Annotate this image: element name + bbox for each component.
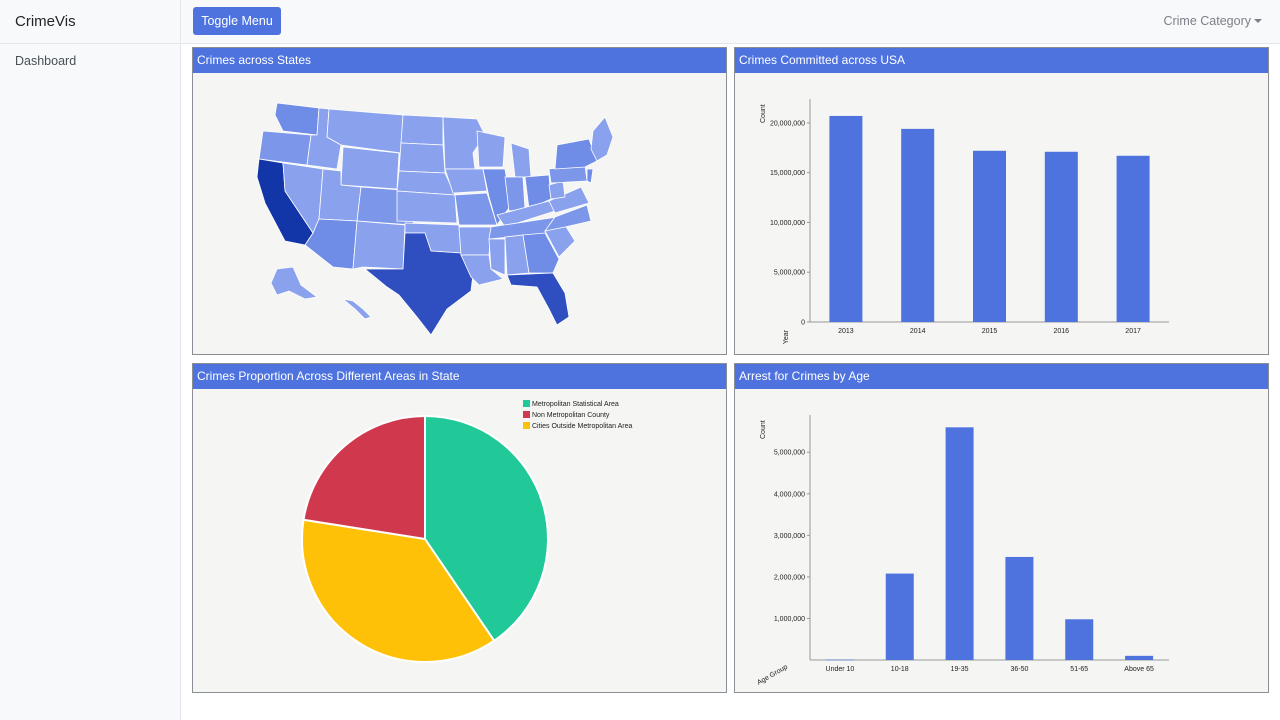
pie-slice (301, 518, 496, 663)
map-state-texas (363, 232, 476, 336)
yearly-y-tick-label: 15,000,000 (770, 170, 805, 177)
age-bar (885, 573, 914, 660)
sidebar-item-dashboard[interactable]: Dashboard (15, 54, 77, 68)
brand-title[interactable]: CrimeVis (0, 0, 180, 44)
map-state-michigan (510, 142, 532, 178)
map-state-virginia (548, 186, 590, 214)
yearly-crimes-bar-chart: 0 5,000,000 10,000,000 15,000,000 20,000,000… (760, 99, 1169, 344)
pie-legend-label: Metropolitan Statistical Area (532, 401, 619, 408)
age-arrests-panel-title: Arrest for Crimes by Age (735, 364, 1268, 389)
yearly-y-tick-label: 20,000,000 (770, 120, 805, 127)
age-x-tick-label: 51-65 (1070, 666, 1088, 673)
map-state-kansas (396, 190, 458, 224)
pie-slice (424, 414, 549, 643)
pie-legend-swatch (523, 411, 530, 418)
map-state-hawaii (342, 298, 372, 320)
age-arrests-bar-chart: 1,000,000 2,000,000 3,000,000 4,000,000 5,00… (756, 415, 1169, 687)
age-bar (945, 427, 974, 660)
age-x-tick-label: 36-50 (1010, 666, 1028, 673)
map-state-louisiana (460, 254, 504, 286)
map-state-north-carolina (544, 204, 592, 232)
crime-category-dropdown[interactable]: Crime Category (1163, 14, 1262, 28)
age-y-tick-label: 2,000,000 (774, 574, 805, 581)
map-state-north-dakota (400, 114, 444, 146)
yearly-crimes-panel: Crimes Committed across USA 0 5,000,000 10… (734, 47, 1269, 355)
yearly-y-axis-label: Count (760, 104, 767, 123)
yearly-x-tick-label: 2016 (1054, 328, 1070, 335)
map-state-arkansas (458, 226, 492, 256)
sidebar: CrimeVis Dashboard (0, 0, 181, 720)
age-x-tick-label: 10-18 (891, 666, 909, 673)
yearly-bar (1044, 151, 1078, 322)
map-state-alaska (270, 266, 318, 300)
area-proportion-panel-title: Crimes Proportion Across Different Areas… (193, 364, 726, 389)
yearly-x-tick-label: 2013 (838, 328, 854, 335)
pie-slice (302, 414, 426, 541)
map-state-west-virginia (548, 180, 566, 200)
yearly-x-tick-label: 2014 (910, 328, 926, 335)
age-bar (1005, 556, 1034, 660)
toggle-menu-button[interactable]: Toggle Menu (193, 7, 281, 35)
map-state-mississippi (488, 238, 506, 276)
yearly-y-tick-label: 0 (801, 320, 805, 327)
yearly-bar (973, 150, 1006, 322)
map-state-iowa (444, 168, 488, 194)
yearly-x-tick-label: 2015 (982, 328, 998, 335)
yearly-x-axis-label: Year (783, 329, 790, 344)
crime-category-label: Crime Category (1163, 14, 1251, 28)
age-bar (1065, 619, 1094, 660)
age-x-tick-label: Under 10 (826, 666, 855, 673)
map-state-new-mexico (352, 220, 406, 270)
map-state-georgia (522, 232, 560, 274)
map-state-washington (274, 102, 320, 136)
yearly-crimes-panel-title: Crimes Committed across USA (735, 48, 1268, 73)
caret-down-icon (1254, 19, 1262, 23)
age-y-tick-label: 5,000,000 (774, 450, 805, 457)
age-x-axis-label: Age Group (756, 664, 789, 687)
area-proportion-pie-chart: Metropolitan Statistical Area Non Metropo… (301, 400, 632, 663)
age-bar (825, 659, 854, 661)
map-panel: Crimes across States (192, 47, 727, 355)
usa-choropleth-map[interactable] (193, 73, 726, 354)
age-y-tick-label: 1,000,000 (774, 616, 805, 623)
top-navbar: Toggle Menu Crime Category (181, 0, 1280, 44)
map-state-wyoming (340, 146, 400, 190)
map-state-florida (506, 272, 570, 326)
yearly-bar (829, 115, 863, 322)
yearly-bar (1116, 155, 1150, 322)
yearly-bar (901, 128, 935, 322)
pie-legend-label: Non Metropolitan County (532, 412, 610, 419)
map-state-new-england (590, 116, 614, 162)
age-x-tick-label: 19-35 (951, 666, 969, 673)
pie-legend-label: Cities Outside Metropolitan Area (532, 423, 632, 430)
age-y-tick-label: 3,000,000 (774, 533, 805, 540)
map-state-new-york (554, 138, 598, 170)
map-state-montana (326, 108, 404, 154)
age-arrests-panel: Arrest for Crimes by Age 1,000,000 2,000,… (734, 363, 1269, 693)
yearly-y-tick-label: 5,000,000 (774, 270, 805, 277)
map-state-indiana (504, 176, 526, 212)
age-y-axis-label: Count (760, 420, 767, 439)
map-panel-title: Crimes across States (193, 48, 726, 73)
age-x-tick-label: Above 65 (1124, 666, 1154, 673)
area-proportion-panel: Crimes Proportion Across Different Areas… (192, 363, 727, 693)
yearly-x-tick-label: 2017 (1125, 328, 1141, 335)
age-y-tick-label: 4,000,000 (774, 491, 805, 498)
map-state-south-dakota (398, 142, 446, 174)
pie-legend-swatch (523, 422, 530, 429)
yearly-y-tick-label: 10,000,000 (770, 220, 805, 227)
map-state-new-jersey (586, 168, 594, 184)
age-bar (1125, 655, 1154, 660)
pie-legend-swatch (523, 400, 530, 407)
map-state-wisconsin (476, 130, 506, 168)
